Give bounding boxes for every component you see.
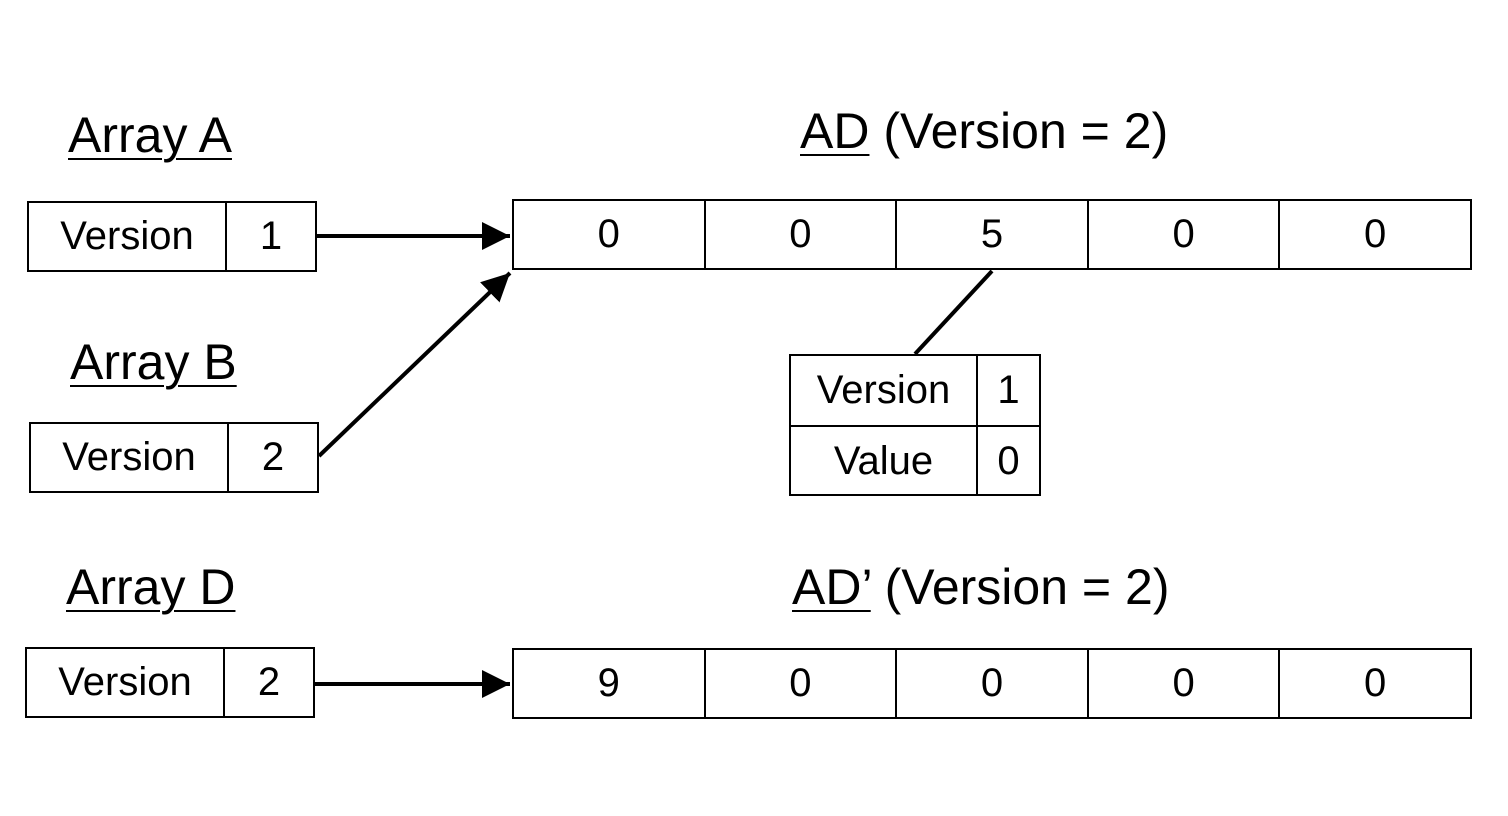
version-value: 1 [225,203,315,270]
ad-cell: 0 [703,201,896,268]
diff-node: Version 1 Value 0 [789,354,1041,496]
ad-array: 0 0 5 0 0 [512,199,1472,270]
array-a-title: Array A [68,107,232,163]
ad-prime-title: AD’ (Version = 2) [792,559,1170,615]
ad-prime-cell: 0 [1278,650,1470,717]
version-label: Version [58,660,192,704]
ad-cell: 0 [1278,201,1470,268]
array-d-version-box: Version 2 [25,647,315,718]
array-b-version-box: Version 2 [29,422,319,493]
version-label: Version [60,214,194,258]
array-a-version-box: Version 1 [27,201,317,272]
diff-value-label: Value [833,439,934,483]
ad-prime-cell: 0 [703,650,896,717]
ad-cell: 5 [895,201,1087,268]
diff-version-label: Version [816,368,951,412]
ad-prime-cell: 9 [597,661,620,705]
array-d-title: Array D [66,559,236,615]
diff-value-value: 0 [976,427,1039,496]
version-value: 2 [227,424,317,491]
ad-cell: 0 [1086,201,1279,268]
version-label: Version [62,435,196,479]
link-cell-to-diff-node [913,269,994,356]
diff-node-version-row: Version 1 [791,356,1039,425]
diff-version-value: 1 [976,356,1039,425]
ad-cell: 0 [597,212,620,256]
ad-prime-array: 9 0 0 0 0 [512,648,1472,719]
ad-prime-cell: 0 [895,650,1087,717]
ad-title: AD (Version = 2) [800,103,1169,159]
arrow-b-to-ad [317,271,512,458]
diff-node-value-row: Value 0 [791,425,1039,496]
array-b-title: Array B [70,334,237,390]
ad-prime-cell: 0 [1086,650,1279,717]
version-value: 2 [223,649,313,716]
